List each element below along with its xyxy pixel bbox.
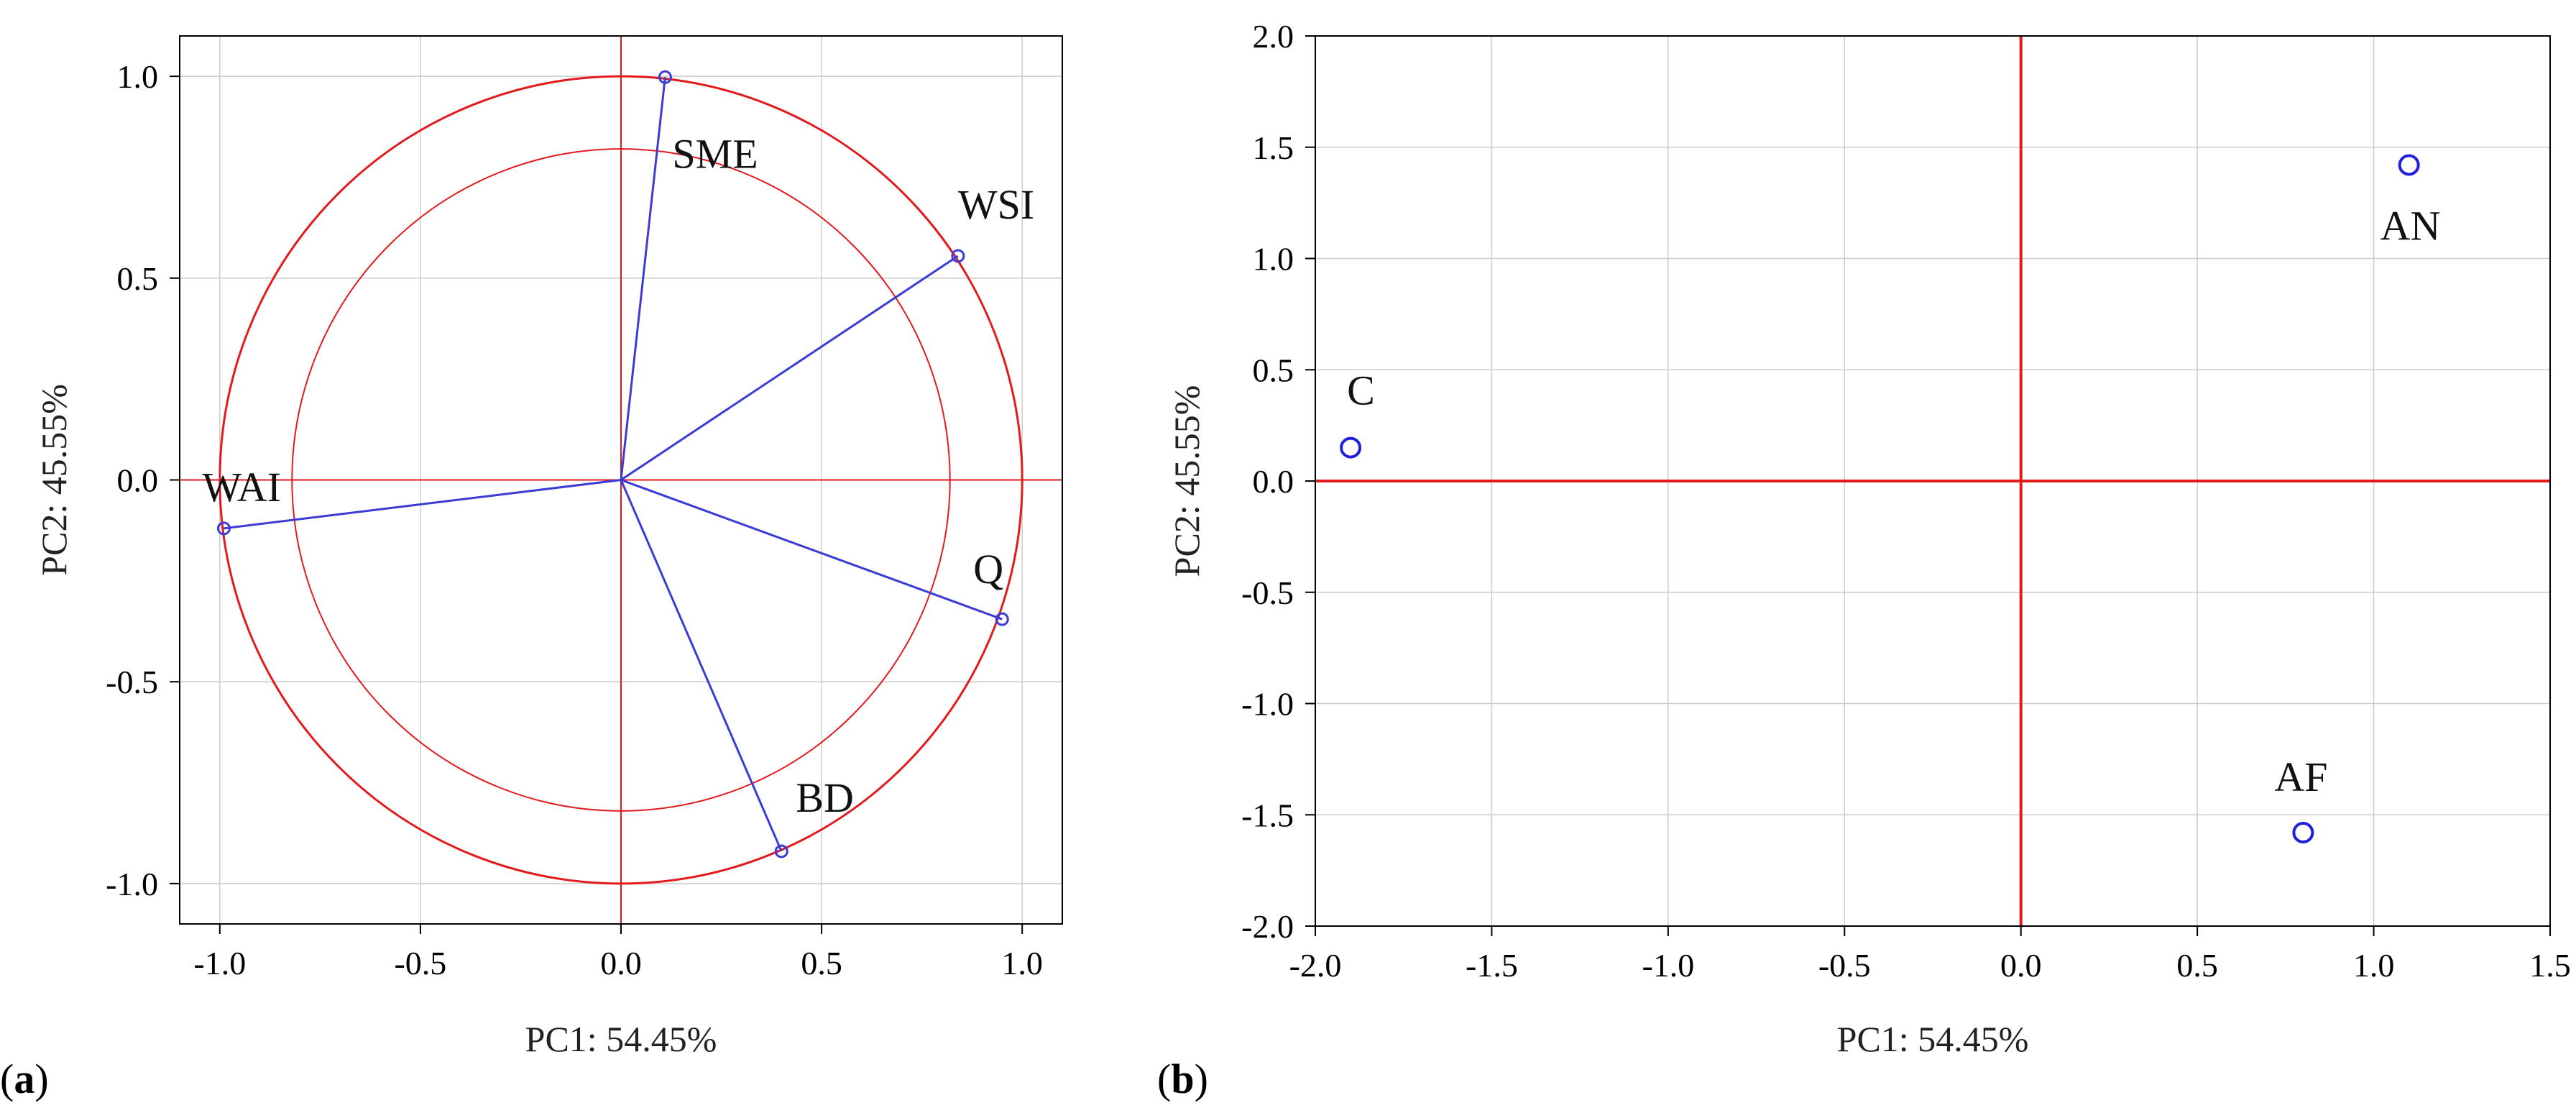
panel-b-zero-axes bbox=[1315, 36, 2550, 926]
panel-a-y-tick-label: -1.0 bbox=[106, 866, 158, 902]
panel-b-y-tick-label: 0.0 bbox=[1253, 463, 1294, 500]
panel-b-label: (b) bbox=[1157, 1056, 1208, 1102]
panel-b-point-an bbox=[2398, 154, 2420, 176]
panel-a-x-tick-label: -1.0 bbox=[193, 945, 246, 981]
panel-b-points: AN C AF bbox=[1340, 154, 2441, 844]
panel-b-x-tick-label: -2.0 bbox=[1289, 947, 1342, 984]
panel-a-vectors: SME WSI WAI Q BD bbox=[202, 70, 1034, 859]
panel-b-x-tick-label: -1.0 bbox=[1642, 947, 1694, 984]
panel-b: AN C AF -2.0 -1.5 -1.0 -0.5 0.0 0.5 1.0 1.5 2.0 1.5… bbox=[1157, 18, 2571, 1102]
panel-a-label: (a) bbox=[0, 1056, 49, 1102]
panel-a-x-tick-label: 1.0 bbox=[1001, 945, 1043, 981]
panel-b-x-axis-label: PC1: 54.45% bbox=[1837, 1019, 2029, 1059]
panel-b-point-af bbox=[2292, 822, 2314, 844]
panel-b-y-tick-label: -2.0 bbox=[1241, 908, 1294, 945]
panel-a-point-q bbox=[995, 612, 1009, 626]
panel-b-y-tick-label: 1.0 bbox=[1253, 241, 1294, 278]
panel-b-label-an: AN bbox=[2380, 203, 2441, 249]
panel-a-label-sme: SME bbox=[672, 130, 758, 177]
panel-a-point-bd bbox=[774, 844, 788, 859]
panel-a-vector-wai bbox=[224, 479, 622, 530]
panel-b-x-tick-label: -0.5 bbox=[1818, 947, 1871, 984]
panel-b-label-c: C bbox=[1347, 367, 1375, 414]
panel-a-ticks: -1.0 -0.5 0.0 0.5 1.0 1.0 0.5 0.0 -0.5 -1.0 bbox=[106, 58, 1043, 981]
panel-a-point-wsi bbox=[951, 249, 965, 263]
panel-a-label-bd: BD bbox=[796, 774, 854, 821]
panel-a-y-tick-label: 1.0 bbox=[117, 58, 159, 95]
panel-a-vector-q bbox=[620, 479, 1003, 621]
panel-a-y-tick-label: -0.5 bbox=[106, 664, 158, 700]
panel-a-y-tick-label: 0.0 bbox=[117, 462, 159, 499]
panel-b-x-tick-label: -1.5 bbox=[1466, 947, 1518, 984]
panel-a-x-tick-label: 0.0 bbox=[600, 945, 642, 981]
panel-a-label-paren-close: ) bbox=[34, 1056, 48, 1102]
panel-a-label-wai: WAI bbox=[202, 464, 281, 510]
panel-b-x-tick-label: 0.0 bbox=[2000, 947, 2042, 984]
panel-b-y-tick-label: 2.0 bbox=[1253, 18, 1294, 55]
panel-b-point-c bbox=[1340, 436, 1362, 459]
panel-b-y-tick-label: -0.5 bbox=[1241, 574, 1294, 611]
panel-b-y-tick-label: -1.5 bbox=[1241, 797, 1294, 833]
panel-a-y-axis-label: PC2: 45.55% bbox=[34, 384, 74, 576]
panel-a-point-wai bbox=[216, 521, 231, 536]
panel-a-label-letter: a bbox=[14, 1056, 34, 1102]
panel-a-x-axis-label: PC1: 54.45% bbox=[525, 1019, 717, 1059]
panel-b-ticks: -2.0 -1.5 -1.0 -0.5 0.0 0.5 1.0 1.5 2.0 1.5 1.0 0.5… bbox=[1241, 18, 2571, 984]
panel-b-label-letter: b bbox=[1171, 1056, 1194, 1102]
panel-b-y-tick-label: 1.5 bbox=[1253, 129, 1294, 166]
panel-b-label-paren-open: ( bbox=[1157, 1056, 1171, 1102]
panel-b-y-axis-label: PC2: 45.55% bbox=[1167, 385, 1207, 577]
panel-a-label-q: Q bbox=[973, 546, 1003, 592]
panel-b-label-paren-close: ) bbox=[1195, 1056, 1208, 1102]
panel-a-label-wsi: WSI bbox=[958, 181, 1034, 228]
panel-b-x-tick-label: 1.0 bbox=[2353, 947, 2395, 984]
panel-b-y-tick-label: 0.5 bbox=[1253, 352, 1294, 388]
panel-a-x-tick-label: -0.5 bbox=[394, 945, 446, 981]
panel-b-x-tick-label: 1.5 bbox=[2529, 947, 2571, 984]
panel-a-vector-bd bbox=[620, 479, 783, 852]
panel-b-x-tick-label: 0.5 bbox=[2176, 947, 2218, 984]
panel-a-x-tick-label: 0.5 bbox=[801, 945, 842, 981]
panel-b-y-tick-label: -1.0 bbox=[1241, 686, 1294, 723]
panel-a-vector-sme bbox=[620, 77, 666, 480]
panel-a-y-tick-label: 0.5 bbox=[117, 260, 159, 297]
panel-b-label-af: AF bbox=[2274, 754, 2327, 800]
panel-a-vector-wsi bbox=[620, 255, 959, 481]
panel-a-label-paren-open: ( bbox=[0, 1056, 14, 1102]
panel-a-point-sme bbox=[658, 70, 672, 84]
